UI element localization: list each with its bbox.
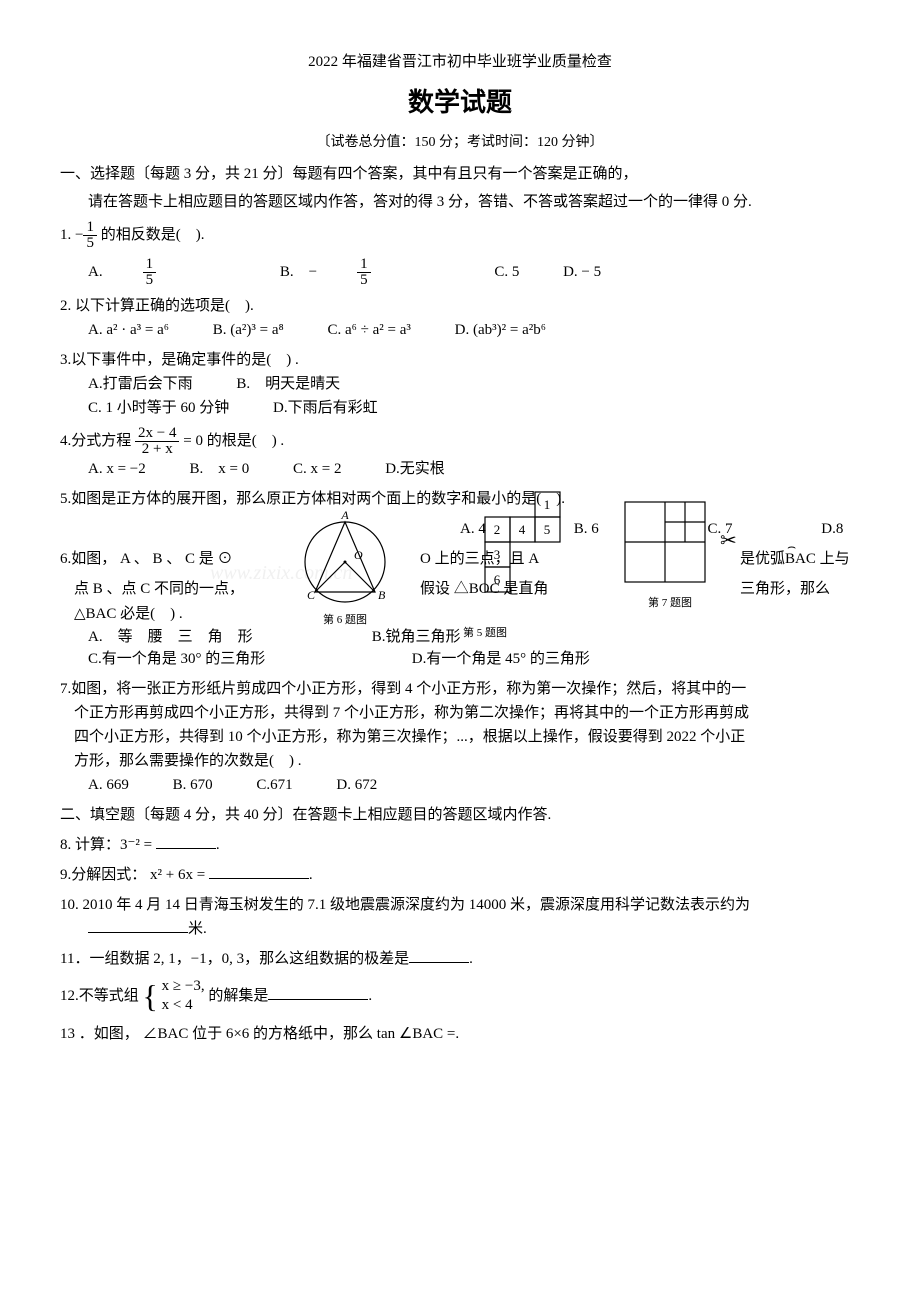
q6-line2-right: 三角形，那么 [740,577,830,601]
q2-opt-a: A. a² · a³ = a⁶ [88,318,169,342]
q6-line1-left: 6.如图， A 、 B 、 C 是 ⊙ [60,547,285,571]
q1-opt-b: B. −15 [280,257,451,288]
q1-opt-c: C. 5 [494,260,519,284]
q6-line1-right: 是优弧BAC 上与 [740,547,850,571]
exam-header: 2022 年福建省晋江市初中毕业班学业质量检查 [60,50,860,74]
question-9: 9.分解因式： x² + 6x = . [60,863,860,887]
q4-opt-a: A. x = −2 [88,457,146,481]
svg-text:A: A [340,508,349,522]
exam-subtitle: 〔试卷总分值：150 分；考试时间：120 分钟〕 [60,132,860,154]
q4-opt-d: D.无实根 [385,457,445,481]
q1-opt-a: A. 15 [88,257,236,288]
figure-row: A. 4 B. 6 C. 7 D.8 6.如图， A 、 B 、 C 是 ⊙ O… [60,517,860,647]
q1-opt-d: D. − 5 [563,260,601,284]
q4-opt-c: C. x = 2 [293,457,341,481]
question-7: 7.如图，将一张正方形纸片剪成四个小正方形，得到 4 个小正方形，称为第一次操作… [60,677,860,797]
q2-opt-c: C. a⁶ ÷ a² = a³ [327,318,410,342]
q7-l1: 7.如图，将一张正方形纸片剪成四个小正方形，得到 4 个小正方形，称为第一次操作… [60,677,860,701]
q6-line3: △BAC 必是( ) . [74,602,183,626]
q6-opt-c: C.有一个角是 30° 的三角形 [88,647,368,671]
svg-text:5: 5 [544,522,551,537]
q5-opt-d: D.8 [821,517,843,541]
svg-text:✂: ✂ [720,530,737,552]
question-10: 10. 2010 年 4 月 14 日青海玉树发生的 7.1 级地震震源深度约为… [60,893,860,941]
q3-opt-b: B. 明天是晴天 [236,372,340,396]
q7-l4: 方形，那么需要操作的次数是( ) . [60,749,860,773]
q4-stem-a: 4.分式方程 [60,433,135,449]
svg-text:C: C [307,588,316,602]
q7-opt-a: A. 669 [88,773,129,797]
q3-opt-c: C. 1 小时等于 60 分钟 [88,396,229,420]
svg-text:B: B [378,588,386,602]
q7-l2: 个正方形再剪成四个小正方形，共得到 7 个小正方形，称为第二次操作；再将其中的一… [60,701,860,725]
q6-line2-left: 点 B 、点 C 不同的一点， [74,577,284,601]
q3-opt-a: A.打雷后会下雨 [88,372,193,396]
q7-opt-d: D. 672 [336,773,377,797]
caption-q5: 第 5 题图 [450,625,520,643]
q4-frac-num: 2x − 4 [135,426,179,442]
svg-text:1: 1 [544,497,551,512]
question-13: 13 ．如图， ∠BAC 位于 6×6 的方格纸中，那么 tan ∠BAC =. [60,1022,860,1046]
question-12: 12.不等式组 { x ≥ −3,x < 4 的解集是. [60,977,860,1016]
section-2-heading: 二、填空题〔每题 4 分，共 40 分〕在答题卡上相应题目的答题区域内作答. [60,803,860,827]
q4-stem-b: = 0 的根是( ) . [179,433,284,449]
question-4: 4.分式方程 2x − 42 + x = 0 的根是( ) . A. x = −… [60,426,860,481]
q3-opt-d: D.下雨后有彩虹 [273,396,378,420]
q7-opt-b: B. 670 [173,773,213,797]
question-1: 1. −15 的相反数是( ). A. 15 B. −15 C. 5 D. − … [60,220,860,288]
figure-q5-net: 1 2 4 5 3 6 [480,487,580,607]
question-8: 8. 计算：3⁻² = . [60,833,860,857]
q4-frac-den: 2 + x [135,442,179,457]
svg-text:2: 2 [494,522,501,537]
svg-text:O: O [354,548,363,562]
caption-q6: 第 6 题图 [310,612,380,630]
q7-opt-c: C.671 [256,773,292,797]
q6-opts-cd: C.有一个角是 30° 的三角形 D.有一个角是 45° 的三角形 [60,647,860,671]
question-2: 2. 以下计算正确的选项是( ). A. a² · a³ = a⁶ B. (a²… [60,294,860,342]
section-1-heading-a: 一、选择题〔每题 3 分，共 21 分〕每题有四个答案，其中有且只有一个答案是正… [60,162,860,186]
q2-opt-b: B. (a²)³ = a⁸ [213,318,284,342]
svg-text:6: 6 [494,572,501,587]
svg-text:3: 3 [494,547,501,562]
exam-title: 数学试题 [60,82,860,124]
q3-stem: 3.以下事件中，是确定事件的是( ) . [60,348,860,372]
svg-text:4: 4 [519,522,526,537]
section-1-heading-b: 请在答题卡上相应题目的答题区域内作答，答对的得 3 分，答错、不答或答案超过一个… [60,190,860,214]
q7-l3: 四个小正方形，共得到 10 个小正方形，称为第三次操作；...，根据以上操作，假… [60,725,860,749]
question-3: 3.以下事件中，是确定事件的是( ) . A.打雷后会下雨 B. 明天是晴天 C… [60,348,860,420]
q1-stem-b: 的相反数是( ). [97,227,205,243]
figure-q6-circle: A O C B [290,507,400,617]
figure-q7-squares: ✂ [620,497,750,592]
caption-q7: 第 7 题图 [635,595,705,613]
q6-opt-d: D.有一个角是 45° 的三角形 [412,647,590,671]
q1-frac-num: 1 [83,220,97,236]
q1-frac-den: 5 [83,236,97,251]
q2-opt-d: D. (ab³)² = a²b⁶ [455,318,546,342]
q2-stem: 2. 以下计算正确的选项是( ). [60,294,860,318]
q4-opt-b: B. x = 0 [190,457,250,481]
q6-opt-b: B.锐角三角形 [372,629,461,645]
question-11: 11．一组数据 2, 1，−1，0, 3，那么这组数据的极差是. [60,947,860,971]
q1-stem-a: 1. − [60,227,83,243]
